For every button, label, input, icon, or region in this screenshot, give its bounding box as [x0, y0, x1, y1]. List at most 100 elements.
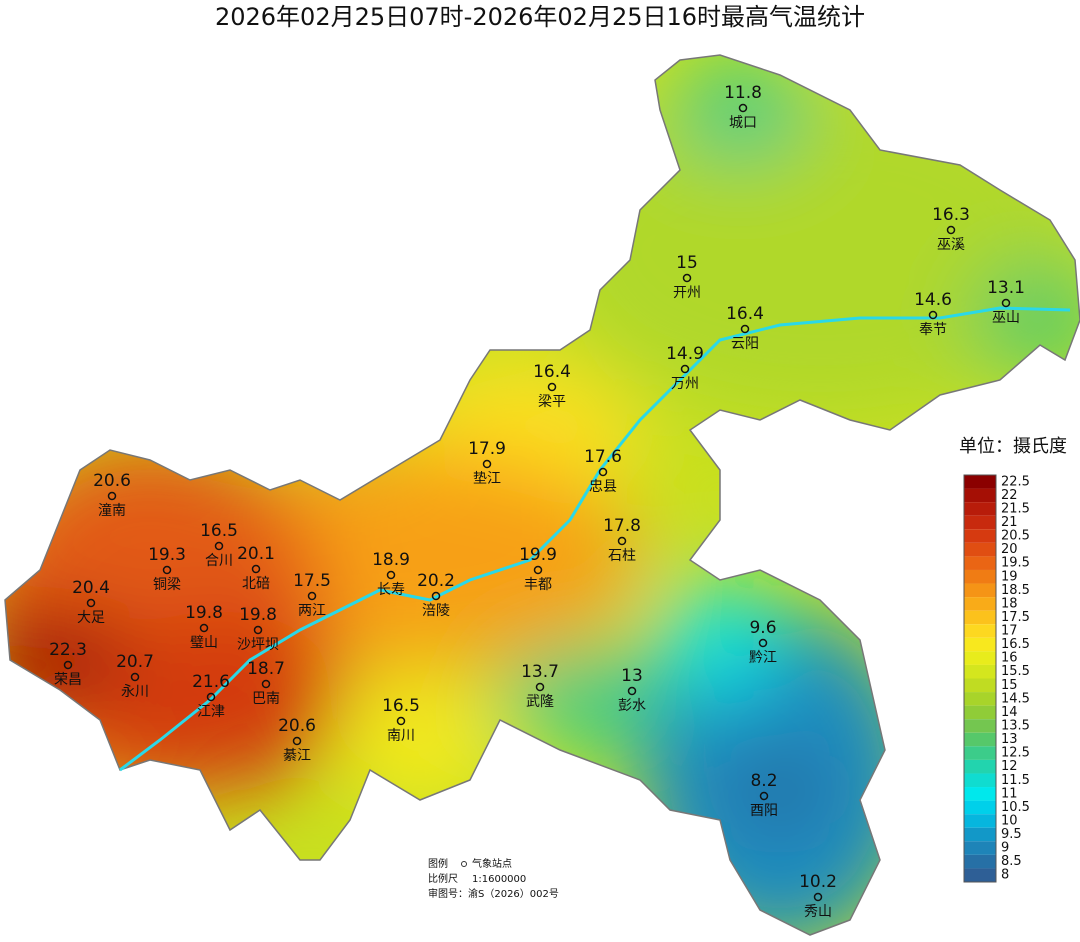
station-marker: [682, 273, 692, 283]
station-value: 11.8: [724, 83, 762, 103]
station-value: 13: [621, 666, 643, 686]
station-value: 13.7: [521, 662, 559, 682]
station-value: 16.4: [726, 304, 764, 324]
station-value: 20.6: [278, 716, 316, 736]
station-value: 17.8: [603, 516, 641, 536]
station-value: 14.6: [914, 290, 952, 310]
legend-swatch: [964, 624, 996, 638]
station-name: 酉阳: [750, 803, 778, 819]
legend-swatch: [964, 678, 996, 693]
station-name: 大足: [77, 610, 105, 626]
station-marker: [162, 565, 172, 575]
legend-swatch: [964, 651, 996, 665]
station-name: 垫江: [473, 471, 501, 487]
legend-swatch: [964, 841, 996, 855]
legend-label: 13: [1001, 732, 1018, 747]
station-name: 綦江: [283, 748, 311, 764]
legend-swatch: [964, 800, 996, 815]
station-marker: [431, 591, 441, 601]
note: 气象站点: [472, 857, 512, 870]
station-name: 荣昌: [54, 672, 82, 688]
station-marker: [598, 467, 608, 477]
legend-swatch: [964, 868, 996, 882]
station-name: 城口: [729, 115, 757, 131]
station-value: 17.6: [584, 447, 622, 467]
legend-swatch: [964, 583, 996, 598]
legend-label: 13.5: [1001, 718, 1030, 733]
station-name: 黔江: [749, 650, 777, 666]
station-marker: [292, 736, 302, 746]
legend-label: 14: [1001, 705, 1018, 720]
legend-swatch: [964, 597, 996, 611]
station-name: 云阳: [731, 336, 759, 352]
legend-label: 8: [1001, 868, 1009, 883]
station-name: 沙坪坝: [237, 637, 279, 653]
legend-swatch: [964, 556, 996, 570]
legend-label: 14.5: [1001, 691, 1030, 706]
station-name: 铜梁: [153, 577, 181, 593]
station-value: 20.1: [237, 544, 275, 564]
legend-swatch: [964, 637, 996, 652]
legend-label: 19.5: [1001, 556, 1030, 571]
legend-label: 15: [1001, 678, 1018, 693]
station-marker: [386, 570, 396, 580]
legend-swatch: [964, 705, 996, 720]
station-value: 17.5: [293, 571, 331, 591]
legend-label: 21: [1001, 515, 1018, 530]
legend-swatch: [964, 773, 996, 788]
station-value: 17.9: [468, 439, 506, 459]
legend-frame: [963, 474, 997, 883]
station-value: 20.4: [72, 578, 110, 598]
station-name: 永川: [121, 684, 149, 700]
station-name: 奉节: [919, 322, 947, 338]
legend-swatch: [964, 827, 996, 842]
station-value: 20.2: [417, 571, 455, 591]
station-name: 巴南: [252, 691, 280, 707]
note: 比例尺: [428, 872, 458, 885]
legend-label: 17: [1001, 624, 1018, 639]
legend-swatch: [964, 719, 996, 733]
legend-swatch: [964, 475, 996, 489]
station-value: 16.3: [932, 205, 970, 225]
legend-marker: [461, 861, 467, 867]
station-marker: [535, 682, 545, 692]
note: 图例: [428, 857, 448, 870]
station-value: 20.6: [93, 471, 131, 491]
legend-swatch: [964, 664, 996, 679]
legend-label: 10.5: [1001, 800, 1030, 815]
legend-swatch: [964, 746, 996, 760]
legend-swatch: [964, 732, 996, 747]
station-value: 9.6: [749, 618, 776, 638]
legend-label: 20.5: [1001, 529, 1030, 544]
station-marker: [396, 716, 406, 726]
station-name: 巫溪: [937, 237, 965, 253]
legend-label: 18.5: [1001, 583, 1030, 598]
station-value: 18.9: [372, 550, 410, 570]
station-name: 武隆: [526, 694, 554, 710]
station-name: 巫山: [992, 310, 1020, 326]
station-marker: [1001, 298, 1011, 308]
station-value: 19.8: [239, 605, 277, 625]
legend-label: 9: [1001, 841, 1009, 856]
station-value: 19.3: [148, 545, 186, 565]
station-name: 北碚: [242, 576, 270, 592]
legend-label: 12: [1001, 759, 1018, 774]
station-name: 万州: [671, 376, 699, 392]
station-marker: [206, 692, 216, 702]
station-marker: [758, 638, 768, 648]
legend-label: 9.5: [1001, 827, 1022, 842]
station-name: 南川: [387, 728, 415, 744]
legend-label: 8.5: [1001, 854, 1022, 869]
station-marker: [680, 364, 690, 374]
station-value: 18.7: [247, 659, 285, 679]
legend-swatch: [964, 569, 996, 584]
station-marker: [627, 686, 637, 696]
legend-label: 22.5: [1001, 474, 1030, 489]
station-marker: [738, 103, 748, 113]
station-name: 合川: [205, 553, 233, 569]
station-value: 22.3: [49, 640, 87, 660]
station-value: 16.4: [533, 362, 571, 382]
legend-swatch: [964, 542, 996, 557]
station-value: 15: [676, 253, 698, 273]
